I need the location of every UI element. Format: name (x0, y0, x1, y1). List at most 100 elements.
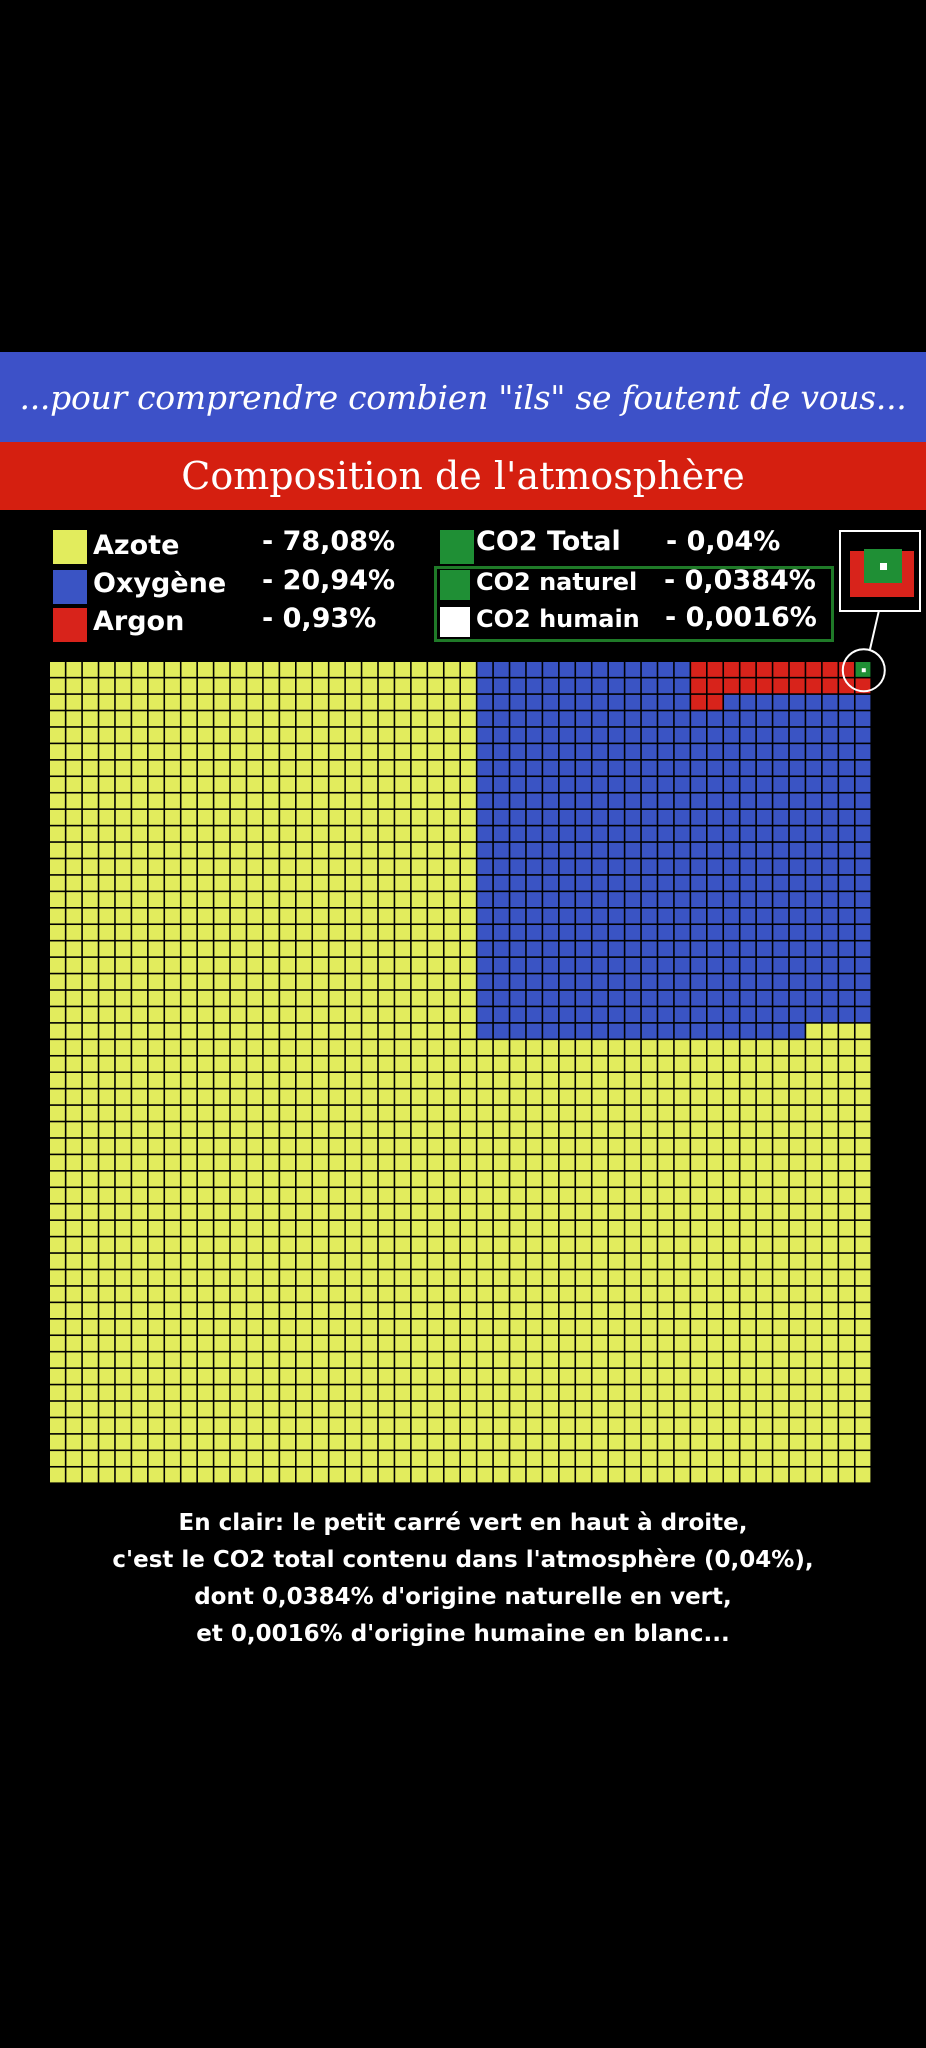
waffle-cell (592, 793, 608, 809)
waffle-cell (477, 1155, 493, 1171)
waffle-cell (115, 941, 131, 957)
waffle-cell (115, 760, 131, 776)
waffle-cell (740, 974, 756, 990)
waffle-cell (115, 1286, 131, 1302)
waffle-cell (378, 711, 394, 727)
waffle-cell (280, 1040, 295, 1055)
waffle-cell (263, 727, 279, 743)
waffle-cell (822, 1171, 838, 1187)
waffle-cell (197, 1007, 213, 1023)
waffle-cell (214, 1467, 230, 1483)
waffle-cell (707, 744, 723, 760)
waffle-cell (789, 1188, 805, 1203)
waffle-cell (724, 678, 739, 694)
waffle-cell (641, 1220, 657, 1236)
waffle-cell (526, 678, 542, 694)
waffle-cell (313, 1089, 328, 1105)
waffle-cell (165, 957, 180, 973)
waffle-cell (99, 1352, 115, 1368)
waffle-cell (724, 1336, 739, 1351)
waffle-cell (822, 875, 838, 891)
waffle-cell (181, 1253, 197, 1269)
waffle-cell (839, 1171, 854, 1187)
waffle-cell (444, 1007, 460, 1023)
waffle-cell (493, 1286, 509, 1302)
waffle-cell (378, 875, 394, 891)
waffle-cell (230, 1122, 246, 1138)
waffle-cell (773, 1286, 789, 1302)
waffle-cell (740, 777, 756, 792)
waffle-cell (411, 925, 427, 940)
waffle-cell (740, 662, 756, 677)
waffle-cell (378, 777, 394, 792)
waffle-cell (707, 875, 723, 891)
waffle-cell (724, 925, 739, 940)
waffle-cell (740, 711, 756, 727)
waffle-cell (691, 1368, 706, 1384)
waffle-cell (444, 1056, 460, 1072)
waffle-cell (559, 1040, 575, 1055)
waffle-cell (592, 842, 608, 858)
waffle-cell (378, 809, 394, 825)
waffle-cell (296, 1155, 312, 1171)
waffle-cell (50, 908, 65, 924)
waffle-cell (50, 892, 65, 907)
waffle-cell (181, 678, 197, 694)
waffle-cell (592, 925, 608, 940)
waffle-cell (526, 1467, 542, 1483)
waffle-cell (263, 1040, 279, 1055)
waffle-cell (214, 1418, 230, 1434)
waffle-cell (82, 957, 98, 973)
waffle-cell (526, 777, 542, 792)
waffle-cell (313, 957, 328, 973)
waffle-cell (345, 1434, 361, 1450)
waffle-cell (641, 1155, 657, 1171)
waffle-cell (707, 777, 723, 792)
waffle-cell (247, 744, 263, 760)
waffle-cell (82, 1089, 98, 1105)
waffle-cell (181, 662, 197, 677)
waffle-cell (280, 744, 295, 760)
waffle-cell (658, 662, 674, 677)
waffle-cell (477, 990, 493, 1006)
waffle-cell (230, 974, 246, 990)
waffle-cell (658, 908, 674, 924)
waffle-cell (263, 842, 279, 858)
waffle-cell (428, 809, 443, 825)
waffle-cell (362, 744, 378, 760)
waffle-cell (82, 1122, 98, 1138)
waffle-cell (510, 760, 526, 776)
waffle-cell (806, 711, 822, 727)
waffle-cell (214, 1451, 230, 1466)
waffle-cell (50, 1401, 65, 1417)
waffle-cell (674, 842, 690, 858)
waffle-cell (658, 974, 674, 990)
waffle-cell (230, 694, 246, 710)
waffle-cell (428, 1040, 443, 1055)
waffle-cell (247, 892, 263, 907)
waffle-cell (247, 925, 263, 940)
waffle-cell (66, 1138, 82, 1154)
waffle-cell (674, 1056, 690, 1072)
waffle-cell (362, 777, 378, 792)
waffle-cell (691, 990, 706, 1006)
waffle-cell (181, 859, 197, 875)
waffle-cell (247, 1385, 263, 1401)
waffle-cell (395, 777, 411, 792)
waffle-cell (707, 1270, 723, 1286)
waffle-cell (756, 842, 772, 858)
waffle-cell (526, 662, 542, 677)
waffle-cell (280, 1368, 295, 1384)
waffle-cell (724, 908, 739, 924)
waffle-cell (822, 1368, 838, 1384)
waffle-cell (674, 1204, 690, 1220)
waffle-cell (197, 1303, 213, 1318)
waffle-cell (625, 925, 641, 940)
waffle-cell (313, 1155, 328, 1171)
waffle-cell (740, 694, 756, 710)
waffle-cell (247, 990, 263, 1006)
waffle-cell (576, 1434, 591, 1450)
waffle-cell (50, 1434, 65, 1450)
waffle-cell (822, 1253, 838, 1269)
caption-line: et 0,0016% d'origine humaine en blanc... (196, 1621, 730, 1647)
